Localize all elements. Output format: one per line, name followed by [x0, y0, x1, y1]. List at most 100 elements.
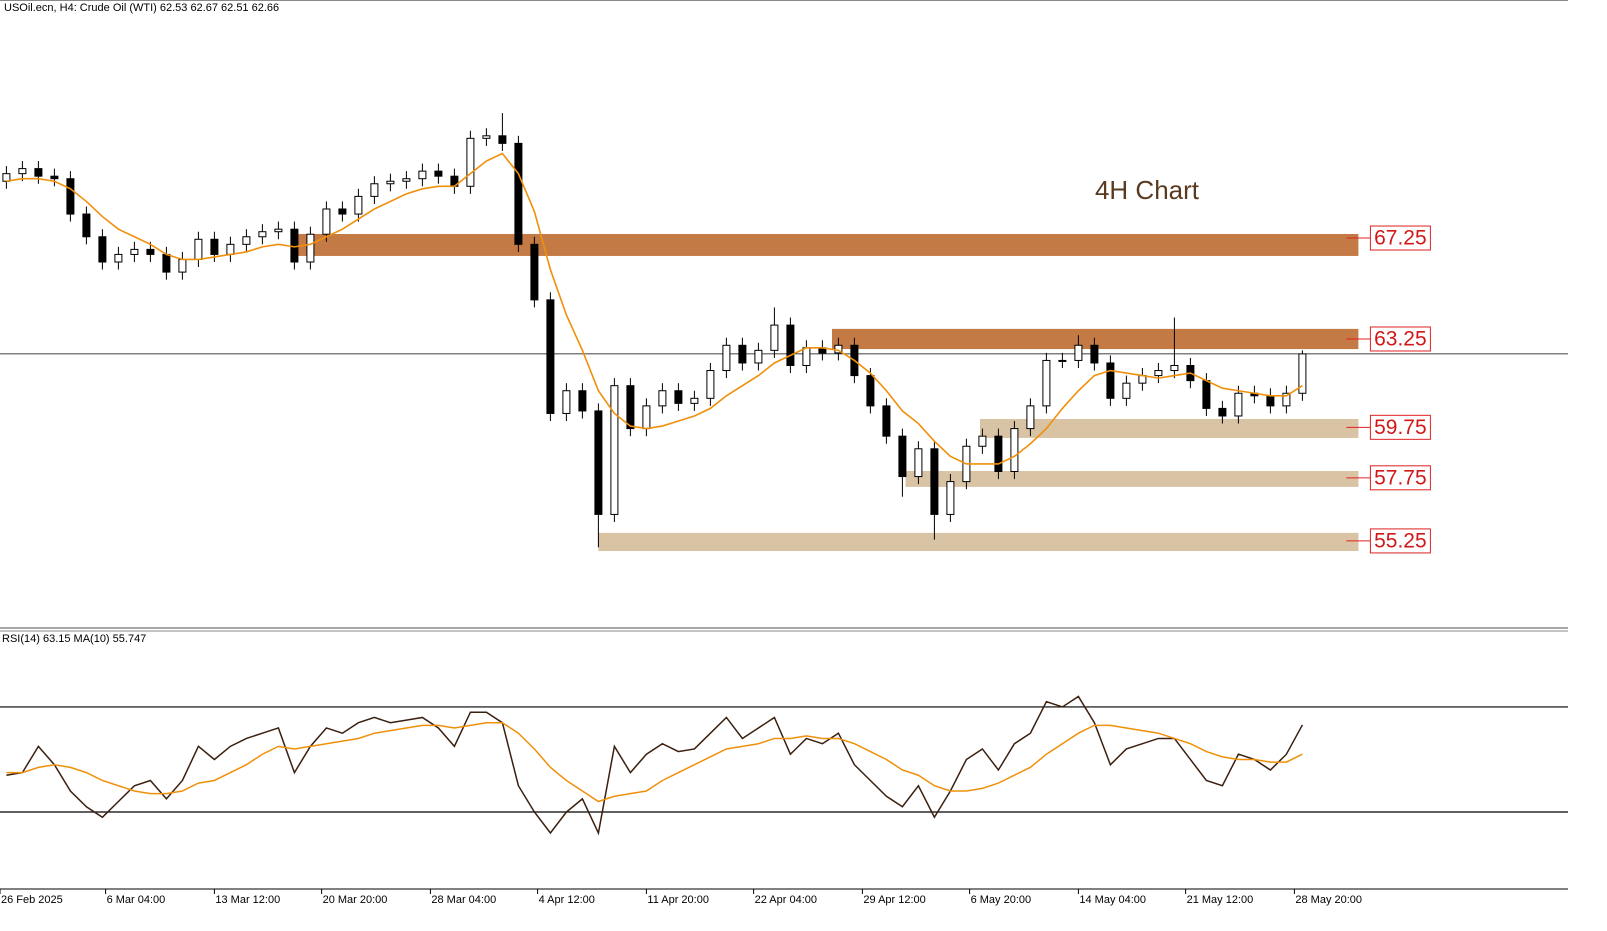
candle-body — [66, 178, 75, 215]
candle-body — [530, 243, 539, 301]
candle-body — [882, 405, 891, 437]
candle-body — [370, 183, 379, 197]
x-tick-label: 14 May 04:00 — [1079, 894, 1146, 906]
level-box — [1369, 465, 1431, 491]
zone — [297, 233, 1359, 256]
candle-body — [290, 228, 299, 263]
candle-body — [418, 170, 427, 180]
candle-body — [1234, 392, 1243, 417]
candle-body — [546, 299, 555, 414]
candle-body — [690, 397, 699, 404]
candle-body — [994, 435, 1003, 473]
x-tick-label: 28 Mar 04:00 — [431, 894, 496, 906]
level-label: 59.75 — [1374, 416, 1427, 439]
candle-body — [642, 405, 651, 430]
candle-body — [1298, 353, 1307, 394]
candle-body — [706, 370, 715, 399]
level-label: 63.25 — [1374, 328, 1427, 351]
candle-body — [658, 390, 667, 407]
candle-body — [498, 135, 507, 144]
x-tick-label: 26 Feb 2025 — [1, 894, 63, 906]
x-tick-label: 6 May 20:00 — [971, 894, 1032, 906]
candle-body — [866, 375, 875, 407]
x-tick-label: 21 May 12:00 — [1187, 894, 1254, 906]
price-header: USOil.ecn, H4: Crude Oil (WTI) 62.53 62.… — [4, 2, 279, 14]
candle-body — [898, 435, 907, 478]
x-tick-label: 4 Apr 12:00 — [539, 894, 595, 906]
candle-body — [738, 344, 747, 364]
candle-body — [594, 410, 603, 515]
candle-body — [98, 236, 107, 263]
candle-body — [1058, 359, 1067, 362]
x-tick-label: 29 Apr 12:00 — [863, 894, 925, 906]
candle-body — [770, 324, 779, 351]
x-tick-label: 22 Apr 04:00 — [755, 894, 817, 906]
candle-body — [338, 208, 347, 215]
candle-body — [34, 168, 43, 177]
candle-body — [402, 178, 411, 182]
candle-body — [802, 347, 811, 366]
x-tick-label: 6 Mar 04:00 — [107, 894, 166, 906]
candle-body — [610, 385, 619, 515]
candle-body — [322, 208, 331, 235]
candle-body — [1074, 344, 1083, 361]
level-label: 67.25 — [1374, 227, 1427, 250]
candle-body — [1042, 359, 1051, 407]
x-tick-label: 11 Apr 20:00 — [647, 894, 709, 906]
zone — [980, 419, 1359, 438]
candle-body — [514, 142, 523, 245]
candle-body — [354, 195, 363, 215]
candle-body — [626, 385, 635, 430]
candle-body — [674, 390, 683, 404]
candle-body — [50, 175, 59, 180]
candle-body — [82, 213, 91, 238]
rsi-line — [6, 721, 1303, 803]
level-box — [1369, 225, 1431, 251]
rsi-header: RSI(14) 63.15 MA(10) 55.747 — [2, 633, 146, 645]
chart-annotation: 4H Chart — [1095, 175, 1200, 205]
candle-body — [178, 258, 187, 273]
candle-body — [226, 243, 235, 255]
candle-body — [434, 170, 443, 177]
candle-body — [914, 448, 923, 478]
candle-body — [194, 238, 203, 260]
candle-body — [1170, 364, 1179, 372]
x-tick-label: 20 Mar 20:00 — [323, 894, 388, 906]
level-label: 55.25 — [1374, 529, 1427, 552]
candle-body — [146, 248, 155, 255]
candle-body — [1154, 370, 1163, 377]
candle-body — [1010, 428, 1019, 473]
candle-body — [130, 248, 139, 255]
level-box — [1369, 528, 1431, 554]
zone — [832, 328, 1359, 350]
x-tick-label: 28 May 20:00 — [1295, 894, 1362, 906]
candle-body — [978, 435, 987, 447]
zone — [905, 471, 1359, 487]
candle-body — [1218, 407, 1227, 417]
candle-body — [946, 481, 955, 515]
level-label: 57.75 — [1374, 466, 1427, 489]
candle-body — [1106, 362, 1115, 399]
candle-body — [1282, 392, 1291, 407]
rsi-line — [6, 695, 1304, 836]
candle-body — [562, 390, 571, 414]
x-tick-label: 13 Mar 12:00 — [215, 894, 280, 906]
level-box — [1369, 326, 1431, 352]
candle-body — [386, 180, 395, 185]
candle-body — [578, 390, 587, 412]
candle-body — [1026, 405, 1035, 430]
zone — [598, 532, 1359, 552]
candle-body — [1090, 344, 1099, 364]
candle-body — [466, 137, 475, 187]
level-box — [1369, 414, 1431, 440]
moving-average — [6, 152, 1303, 465]
candle-body — [482, 135, 491, 139]
candle-body — [786, 324, 795, 366]
candle-body — [114, 253, 123, 263]
candle-body — [1202, 380, 1211, 409]
candle-body — [754, 349, 763, 364]
candle-body — [162, 253, 171, 273]
candle-body — [258, 231, 267, 238]
